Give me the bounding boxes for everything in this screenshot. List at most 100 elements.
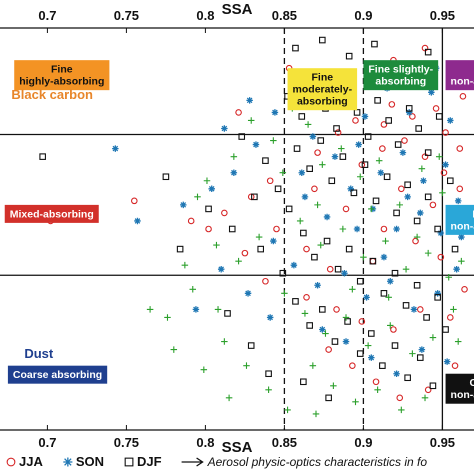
son-point	[217, 265, 225, 273]
top-tick-label: 0.85	[272, 8, 297, 23]
son-point	[301, 193, 309, 201]
region-text: Mixed	[472, 208, 474, 220]
jja-point	[334, 129, 342, 136]
region-box	[445, 373, 474, 404]
son-point	[417, 209, 424, 217]
jja-point	[390, 326, 397, 333]
plus-point	[409, 350, 416, 357]
djf-point	[325, 394, 332, 402]
jja-point	[432, 105, 440, 112]
djf-point	[361, 161, 369, 168]
arrow-icon	[181, 457, 204, 467]
son-point	[341, 269, 348, 277]
son-point	[208, 185, 215, 193]
jja-point	[349, 362, 356, 369]
djf-point	[353, 109, 361, 116]
djf-point	[317, 137, 325, 144]
plus-point	[265, 386, 272, 394]
son-point	[230, 169, 238, 176]
djf-point	[331, 338, 339, 345]
region-text: Fine slightly-	[368, 64, 433, 76]
son-point	[252, 141, 260, 148]
jja-point	[235, 109, 242, 116]
djf-point	[356, 277, 364, 285]
djf-point	[285, 205, 293, 213]
jja-point	[303, 294, 310, 301]
djf-point	[162, 173, 170, 181]
plus-point	[458, 257, 465, 265]
region-box	[14, 60, 110, 91]
plus-point	[189, 286, 197, 293]
region-text: absorbing	[297, 96, 348, 108]
region-label-4: Finenon-absorbing	[445, 60, 474, 91]
region-text: Fine	[312, 72, 334, 84]
djf-point	[371, 40, 378, 48]
son-point	[447, 117, 454, 124]
djf-point	[205, 205, 212, 213]
region-text: Dust	[24, 346, 54, 361]
plus-point	[439, 189, 446, 197]
djf-point	[364, 133, 372, 140]
plus-point	[364, 342, 372, 349]
legend-note: Aerosol physic-optics characteristics in…	[207, 455, 428, 469]
djf-point	[319, 36, 326, 44]
son-point	[442, 161, 449, 168]
jja-point	[446, 314, 454, 321]
jja-point	[205, 225, 212, 233]
djf-point	[356, 350, 364, 357]
region-box	[4, 204, 99, 223]
djf-point	[306, 165, 313, 172]
axes-layer: 0.7 0.7 0.75 0.75 0.8 0.8 0.85 0.85 0.9 0.9 0.95 0.…	[0, 1, 474, 456]
jja-point	[459, 93, 467, 100]
djf-point	[306, 322, 313, 329]
bottom-tick-label: 0.75	[114, 435, 139, 450]
bottom-tick-label: 0.9	[354, 435, 372, 450]
plus-point	[454, 338, 462, 345]
plus-point	[396, 201, 403, 209]
legend-label-djf: DJF	[137, 454, 162, 469]
jja-point	[401, 137, 408, 144]
djf-point	[262, 157, 269, 164]
plus-point	[319, 161, 326, 168]
djf-point	[323, 237, 331, 245]
plus-point	[339, 225, 347, 233]
son-point	[342, 338, 350, 345]
djf-point	[391, 342, 399, 349]
region-label-7: Dust	[24, 346, 54, 361]
plus-point	[421, 394, 429, 402]
plus-point	[284, 406, 291, 414]
djf-point	[334, 265, 342, 273]
djf-point	[424, 149, 432, 156]
jja-point	[429, 201, 437, 209]
djf-point	[434, 294, 441, 301]
region-text: Black carbon	[11, 87, 93, 102]
plus-point	[368, 205, 375, 213]
jja-point	[314, 149, 321, 156]
djf-point	[391, 269, 399, 277]
top-tick-label: 0.75	[114, 8, 139, 23]
son-point	[420, 177, 427, 185]
bottom-tick-label: 0.7	[38, 435, 56, 450]
djf-point	[257, 245, 265, 253]
djf-point	[424, 193, 432, 201]
djf-point	[413, 217, 421, 225]
jja-point	[273, 225, 280, 233]
legend-label-jja: JJA	[19, 454, 43, 469]
djf-point	[446, 177, 454, 185]
top-tick-label: 0.9	[354, 8, 372, 23]
plus-point	[385, 294, 392, 301]
djf-point	[435, 113, 443, 120]
region-label-8: Coarse absorbing	[7, 365, 108, 384]
djf-point	[279, 269, 287, 277]
djf-point	[424, 48, 432, 56]
son-point	[437, 229, 445, 237]
jja-point	[409, 113, 416, 120]
bottom-tick-label: 0.85	[272, 435, 297, 450]
plus-point	[309, 362, 317, 369]
jja-point	[437, 253, 445, 261]
djf-point	[413, 281, 421, 289]
djf-point	[402, 302, 410, 309]
region-text: non-absorbing	[451, 389, 474, 401]
jja-point	[379, 145, 386, 152]
region-label-9: Coarsenon-absorbing	[445, 373, 474, 404]
